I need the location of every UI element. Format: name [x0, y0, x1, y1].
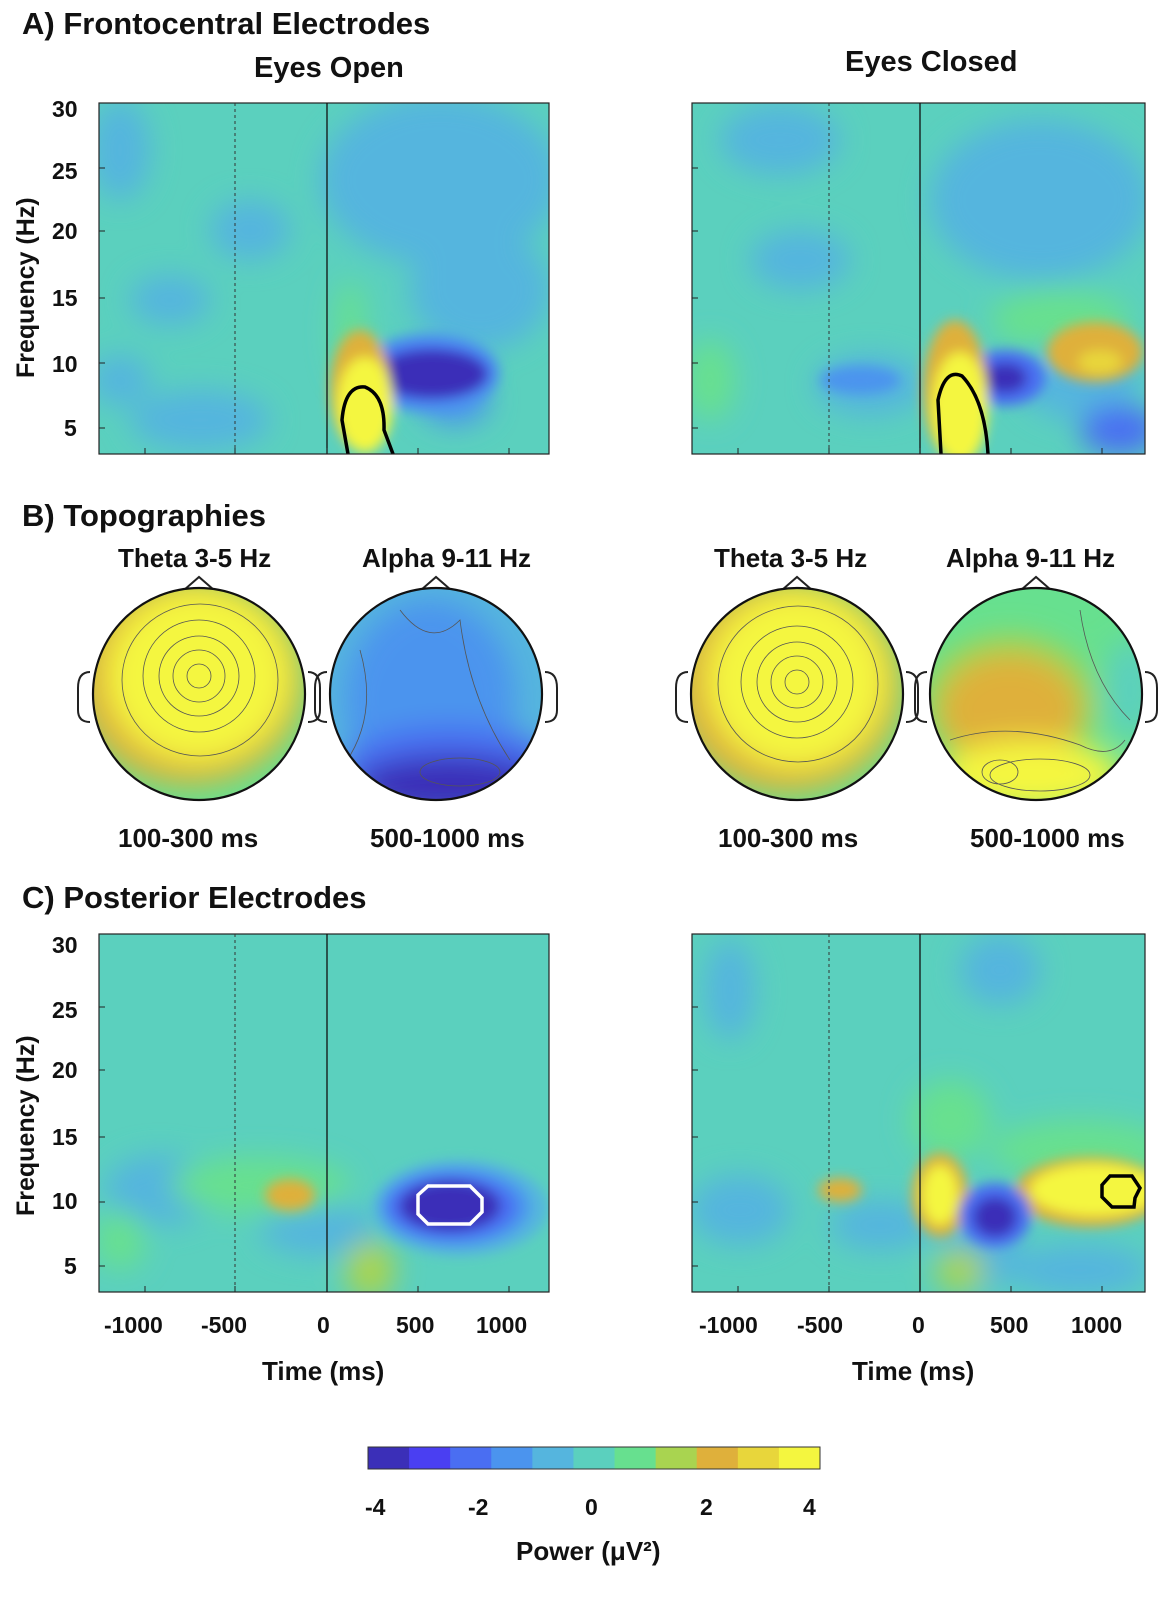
eyes-open-title: Eyes Open — [254, 52, 404, 84]
y-tick-c-20: 20 — [52, 1057, 78, 1083]
colorbar-swatch — [491, 1447, 533, 1469]
colorbar-swatch — [368, 1447, 410, 1469]
colorbar-tick-2: 2 — [700, 1494, 713, 1520]
colorbar-tick-n4: -4 — [365, 1494, 386, 1520]
colorbar-swatch — [614, 1447, 657, 1469]
colorbar-tick-n2: -2 — [468, 1494, 489, 1520]
topo-alpha-closed-label: Alpha 9-11 Hz — [946, 543, 1116, 573]
topomap-alpha-eyes-closed — [914, 575, 1158, 802]
topo-alpha-open-label: Alpha 9-11 Hz — [362, 543, 532, 573]
x-axis-label-left: Time (ms) — [262, 1356, 385, 1386]
y-tick-c-15: 15 — [52, 1124, 78, 1150]
axes-frames — [98, 102, 1146, 1293]
topo-alpha-open-window: 500-1000 ms — [370, 823, 525, 853]
y-tick-a-25: 25 — [52, 158, 78, 184]
y-tick-a-20: 20 — [52, 218, 78, 244]
section-a-title: A) Frontocentral Electrodes — [22, 6, 431, 41]
y-tick-a-5: 5 — [64, 415, 77, 441]
x-tick-right-500: 500 — [990, 1312, 1029, 1338]
eyes-closed-title: Eyes Closed — [845, 46, 1018, 78]
topo-alpha-closed-window: 500-1000 ms — [970, 823, 1125, 853]
colorbar-swatch — [737, 1447, 780, 1469]
topo-theta-closed-label: Theta 3-5 Hz — [714, 543, 868, 573]
colorbar-swatch — [573, 1447, 616, 1469]
tf-map-frontocentral-eyes-closed — [692, 103, 1145, 454]
x-tick-right-n1000: -1000 — [699, 1312, 758, 1338]
topo-theta-open-window: 100-300 ms — [118, 823, 259, 853]
colorbar-swatch — [532, 1447, 574, 1469]
x-tick-left-500: 500 — [396, 1312, 435, 1338]
tf-map-posterior-eyes-open — [99, 934, 549, 1292]
topomap-alpha-eyes-open — [314, 575, 558, 802]
section-c-title: C) Posterior Electrodes — [22, 880, 367, 915]
y-tick-c-5: 5 — [64, 1253, 77, 1279]
tf-map-posterior-eyes-closed — [692, 934, 1145, 1292]
x-axis-label-right: Time (ms) — [852, 1356, 975, 1386]
x-tick-left-n1000: -1000 — [104, 1312, 163, 1338]
tf-map-frontocentral-eyes-open — [99, 103, 549, 454]
colorbar-swatch — [409, 1447, 451, 1469]
y-tick-c-10: 10 — [52, 1188, 78, 1214]
x-tick-right-0: 0 — [912, 1312, 925, 1338]
x-tick-left-0: 0 — [317, 1312, 330, 1338]
topo-theta-open-label: Theta 3-5 Hz — [118, 543, 272, 573]
colorbar-label: Power (μV²) — [516, 1536, 661, 1566]
x-tick-left-1000: 1000 — [476, 1312, 528, 1338]
colorbar-swatch — [450, 1447, 492, 1469]
x-tick-left-n500: -500 — [201, 1312, 248, 1338]
tick-marks — [99, 167, 1103, 1292]
colorbar-tick-0: 0 — [585, 1494, 598, 1520]
minus500-dashed-lines — [234, 103, 830, 1292]
y-tick-a-30: 30 — [52, 96, 78, 122]
y-tick-c-30: 30 — [52, 932, 78, 958]
colorbar — [368, 1447, 821, 1469]
y-tick-a-10: 10 — [52, 351, 78, 377]
colorbar-frame — [367, 1446, 821, 1470]
x-tick-right-1000: 1000 — [1071, 1312, 1123, 1338]
topomap-theta-eyes-open — [77, 575, 321, 802]
x-tick-right-n500: -500 — [797, 1312, 844, 1338]
colorbar-swatch — [696, 1447, 739, 1469]
topomap-theta-eyes-closed — [675, 575, 919, 802]
y-tick-a-15: 15 — [52, 285, 78, 311]
colorbar-swatch — [778, 1447, 821, 1469]
colorbar-tick-4: 4 — [803, 1494, 816, 1520]
colorbar-swatch — [655, 1447, 698, 1469]
zero-time-lines — [326, 103, 921, 1292]
y-tick-c-25: 25 — [52, 997, 78, 1023]
section-b-title: B) Topographies — [22, 498, 266, 533]
topo-theta-closed-window: 100-300 ms — [718, 823, 859, 853]
